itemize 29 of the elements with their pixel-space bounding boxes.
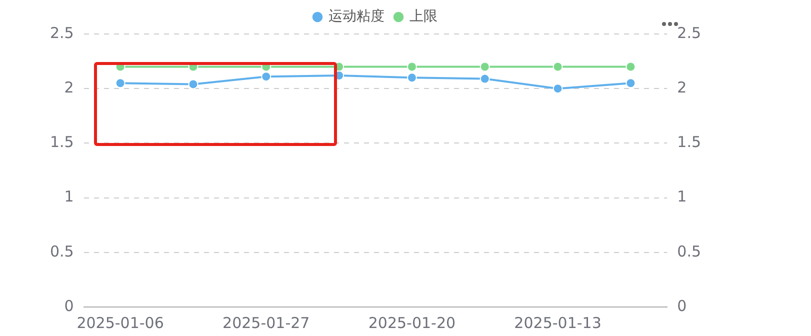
- point: [480, 62, 490, 72]
- x-tick-label: 2025-01-06: [76, 314, 164, 332]
- point: [406, 62, 417, 72]
- point: [626, 62, 636, 72]
- y2-tick-label: 1.5: [677, 133, 702, 152]
- y-tick-label: 2: [64, 78, 74, 96]
- legend-label: 上限: [410, 8, 438, 25]
- y2-tick-label: 2: [677, 78, 687, 96]
- y-tick-label: 1.5: [50, 133, 74, 152]
- point: [406, 72, 417, 83]
- y2-tick-label: 0: [677, 296, 687, 315]
- legend-label: 运动粘度: [328, 8, 384, 25]
- y2-tick-label: 1: [677, 188, 687, 206]
- point: [188, 79, 198, 90]
- point: [115, 78, 126, 88]
- point: [480, 74, 490, 84]
- y2-tick-label: 2.5: [677, 24, 702, 42]
- y2-tick-label: 0.5: [677, 242, 702, 260]
- y-tick-label: 2.5: [50, 24, 74, 42]
- point: [552, 62, 563, 72]
- y-tick-label: 0: [64, 296, 74, 315]
- x-tick-label: 2025-01-20: [368, 314, 456, 332]
- x-tick-label: 2025-01-13: [514, 314, 602, 332]
- point: [626, 78, 636, 88]
- point: [552, 84, 563, 94]
- x-tick-label: 2025-01-27: [222, 314, 310, 332]
- y-tick-label: 1: [64, 188, 74, 206]
- point: [261, 72, 272, 82]
- y-tick-label: 0.5: [50, 242, 74, 260]
